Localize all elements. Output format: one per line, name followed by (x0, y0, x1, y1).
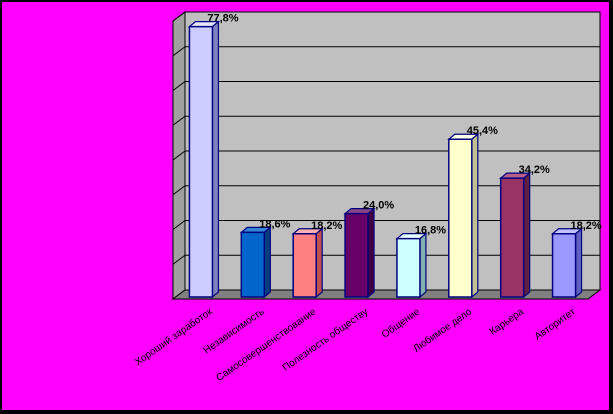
gridline-side (172, 150, 186, 161)
bar-side (367, 207, 375, 299)
gridline-side (172, 115, 186, 126)
data-label: 34,2% (519, 164, 550, 176)
category-tick-label: Самосовершенствование (214, 306, 318, 384)
bar-side (315, 227, 323, 299)
bar (550, 227, 584, 299)
bar (187, 20, 221, 299)
data-label: 18,2% (311, 220, 342, 232)
bar (291, 227, 324, 299)
gridline-side (172, 185, 186, 196)
bar-chart: 77,8% 18,6% 18,2% 24,0% 16,8% 45,4% 34,2% 18,2%… (132, 11, 602, 384)
chart-walls (171, 11, 602, 300)
gridline-side (172, 81, 186, 91)
gridline-side (172, 254, 186, 265)
gridline-side (172, 11, 186, 22)
bar-front (240, 231, 266, 298)
data-label: 77,8% (207, 13, 238, 25)
bar-front (188, 25, 214, 298)
bar (447, 132, 480, 299)
bar-front (396, 237, 421, 298)
bar-front (344, 212, 369, 298)
category-tick-label: Карьера (488, 306, 526, 338)
category-labels: Хороший заработокНезависимостьСамосоверш… (132, 305, 578, 384)
bar (395, 232, 428, 299)
bar-front (551, 233, 577, 298)
chart-frame: 77,8% 18,6% 18,2% 24,0% 16,8% 45,4% 34,2% 18,2%… (2, 2, 609, 410)
category-tick-label: Любимое дело (411, 305, 475, 355)
bars (187, 20, 584, 299)
category-tick-label: Авторитет (533, 306, 578, 342)
bar-side (471, 132, 479, 299)
bar (499, 171, 532, 299)
bar-side (574, 227, 583, 299)
data-label: 45,4% (467, 125, 498, 137)
data-label: 18,2% (570, 220, 601, 232)
bar-front (499, 177, 525, 298)
bar-side (263, 226, 271, 299)
bar-front (448, 138, 473, 298)
bar (343, 207, 376, 299)
data-label: 16,8% (415, 225, 446, 237)
category-tick-label: Хороший заработок (132, 305, 215, 368)
value-labels: 77,8% 18,6% 18,2% 24,0% 16,8% 45,4% 34,2% 18,2% (207, 13, 602, 237)
gridline-side (172, 46, 186, 57)
floor (171, 289, 602, 300)
data-label: 18,6% (259, 218, 290, 230)
bar-side (523, 171, 531, 299)
gridline-side (172, 220, 186, 230)
data-label: 24,0% (363, 200, 394, 212)
bar (239, 226, 272, 299)
bar-side (419, 232, 427, 299)
bar-front (292, 233, 317, 298)
category-tick-label: Полезность обществу (280, 306, 370, 374)
category-tick-label: Общение (379, 305, 422, 340)
bar-side (211, 20, 220, 299)
